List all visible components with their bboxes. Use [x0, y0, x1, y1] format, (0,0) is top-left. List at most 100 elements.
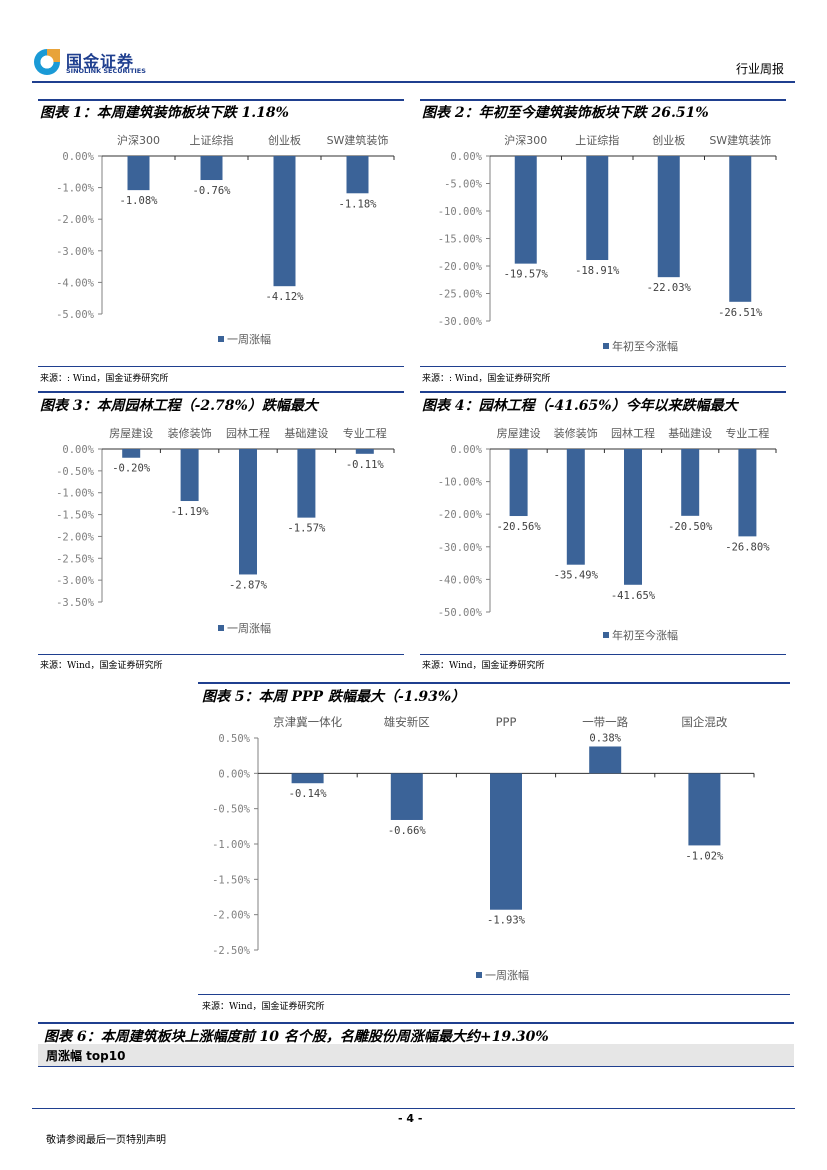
category-label: 国企混改: [681, 715, 727, 729]
chart5-svg: 0.50% 0.00% -0.50% -1.00% -1.50% -2.00% -2.50%…: [212, 715, 755, 982]
data-label: -41.65%: [611, 590, 656, 602]
category-label: PPP: [496, 715, 517, 729]
data-label: -1.93%: [487, 915, 526, 927]
bar: [346, 156, 369, 194]
chart3-source: 来源：Wind，国金证券研究所: [40, 661, 163, 671]
legend-label: 一周涨幅: [227, 333, 271, 346]
chart3-source-rule: [38, 654, 404, 655]
data-label: -4.12%: [266, 291, 305, 303]
category-label: 基础建设: [668, 426, 712, 440]
chart4-source: 来源：Wind，国金证券研究所: [422, 661, 545, 671]
y-tick-label: -1.00%: [56, 488, 95, 500]
category-label: 创业板: [652, 133, 685, 147]
legend-swatch: [218, 625, 224, 631]
table6-title: 图表 6：本周建筑板块上涨幅度前 10 名个股，名雕股份周涨幅最大约+19.30…: [44, 1029, 549, 1045]
chart5-source-rule: [198, 994, 790, 995]
y-tick-label: -20.00%: [438, 261, 483, 273]
bar: [239, 449, 257, 575]
chart4-title-rule: [420, 391, 786, 393]
y-tick-label: -5.00%: [56, 309, 95, 321]
chart2-source: 来源：: Wind，国金证券研究所: [422, 374, 551, 384]
table6-rule: [38, 1066, 794, 1067]
category-label: 专业工程: [725, 426, 769, 440]
chart2-title-rule: [420, 99, 786, 101]
legend-swatch: [218, 336, 224, 342]
chart3-svg: 0.00% -0.50% -1.00% -1.50% -2.00% -2.50% -3.00…: [56, 426, 395, 635]
bar: [738, 449, 757, 537]
bar: [729, 156, 752, 302]
category-label: SW建筑装饰: [327, 133, 389, 147]
chart1-source-rule: [38, 366, 404, 367]
bar: [390, 773, 423, 820]
data-label: -22.03%: [647, 282, 692, 294]
y-tick-label: -2.50%: [212, 945, 251, 957]
bar: [200, 156, 223, 181]
chart3-title-rule: [38, 391, 404, 393]
y-tick-label: 0.00%: [450, 444, 482, 456]
bar: [657, 156, 680, 278]
data-label: -20.56%: [496, 521, 541, 533]
y-tick-label: -2.00%: [212, 910, 251, 922]
category-label: 专业工程: [343, 426, 387, 440]
data-label: -18.91%: [575, 265, 620, 277]
chart1-source: 来源：: Wind，国金证券研究所: [40, 374, 169, 384]
y-tick-label: -2.00%: [56, 531, 95, 543]
legend-swatch: [603, 632, 609, 638]
bar: [681, 449, 700, 516]
y-tick-label: -1.50%: [56, 510, 95, 522]
report-type: 行业周报: [736, 62, 785, 76]
bar: [589, 746, 622, 774]
company-logo: 国金证券 SINOLINK SECURITIES: [32, 47, 152, 77]
data-label: -0.11%: [346, 459, 385, 471]
bar: [586, 156, 609, 261]
y-tick-label: -1.00%: [56, 183, 95, 195]
data-label: -2.87%: [229, 579, 268, 591]
data-label: -0.20%: [112, 463, 151, 475]
y-tick-label: -30.00%: [438, 542, 483, 554]
data-label: -26.80%: [725, 541, 770, 553]
bar: [509, 449, 528, 517]
footer-disclaimer: 敬请参阅最后一页特别声明: [46, 1135, 166, 1146]
category-label: 上证综指: [575, 133, 619, 147]
category-label: 房屋建设: [109, 426, 153, 440]
data-label: -0.76%: [193, 185, 232, 197]
y-tick-label: -2.50%: [56, 553, 95, 565]
y-tick-label: -3.00%: [56, 246, 95, 258]
legend-label: 一周涨幅: [485, 969, 529, 982]
y-tick-label: -4.00%: [56, 277, 95, 289]
category-label: 上证综指: [190, 133, 234, 147]
y-tick-label: 0.50%: [218, 733, 250, 745]
data-label: -26.51%: [718, 307, 763, 319]
legend-swatch: [476, 972, 482, 978]
bar: [180, 449, 199, 502]
bar: [490, 773, 522, 910]
chart1-title: 图表 1：本周建筑装饰板块下跌 1.18%: [40, 105, 289, 121]
y-tick-label: 0.00%: [62, 444, 94, 456]
table6-subtitle-bar: [38, 1044, 794, 1066]
y-tick-label: -0.50%: [56, 466, 95, 478]
legend-label: 年初至今涨幅: [612, 628, 678, 642]
y-tick-label: -25.00%: [438, 289, 483, 301]
chart4-svg: 0.00% -10.00% -20.00% -30.00% -40.00% -50.00%…: [438, 426, 777, 642]
y-tick-label: -50.00%: [438, 607, 483, 619]
y-tick-label: -1.50%: [212, 874, 251, 886]
bar: [566, 449, 585, 565]
y-tick-label: -10.00%: [438, 477, 483, 489]
category-label: 装修装饰: [554, 426, 598, 440]
brand-name-cn: 国金证券: [66, 52, 135, 71]
y-tick-label: -1.00%: [212, 839, 251, 851]
data-label: 0.38%: [589, 732, 621, 744]
chart2-title: 图表 2：年初至今建筑装饰板块下跌 26.51%: [422, 105, 709, 121]
bar: [688, 773, 721, 846]
bar: [514, 156, 537, 264]
category-label: 京津冀一体化: [273, 715, 342, 729]
chart4-source-rule: [420, 654, 786, 655]
logo-mark-icon: [34, 49, 60, 75]
legend-label: 一周涨幅: [227, 622, 271, 635]
table6-title-rule: [38, 1022, 794, 1024]
category-label: 雄安新区: [384, 715, 430, 729]
data-label: -1.18%: [339, 198, 378, 210]
chart3-title: 图表 3：本周园林工程（-2.78%）跌幅最大: [40, 398, 318, 414]
legend-label: 年初至今涨幅: [612, 339, 678, 353]
bar: [127, 156, 150, 191]
